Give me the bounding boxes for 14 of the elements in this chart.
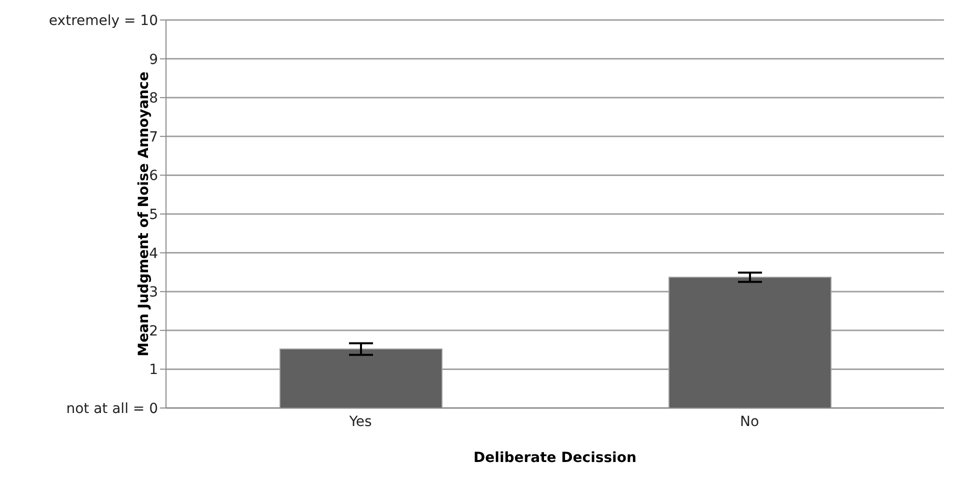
y-tick-label: 5	[149, 206, 158, 223]
y-tick-label: 8	[149, 90, 158, 107]
y-tick-label: 2	[149, 323, 158, 340]
y-tick-label: 1	[149, 362, 158, 378]
x-tick-label: No	[740, 414, 760, 430]
x-tick-label: Yes	[348, 414, 372, 430]
y-tick-label: 4	[149, 246, 158, 262]
y-tick-label: 7	[149, 129, 158, 146]
y-tick-label: 6	[149, 168, 158, 184]
y-tick-label: 3	[149, 284, 158, 301]
y-tick-label: 9	[149, 52, 158, 68]
x-axis-title: Deliberate Decission	[474, 450, 636, 466]
y-tick-label: not at all = 0	[66, 400, 158, 417]
y-tick-label: extremely = 10	[48, 12, 158, 29]
